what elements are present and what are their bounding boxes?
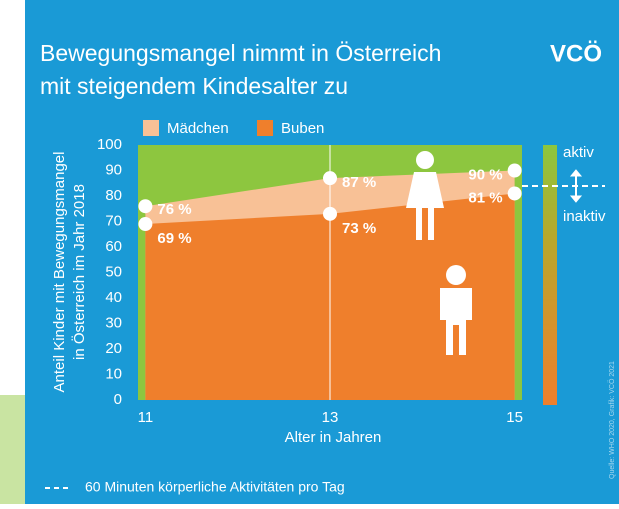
legend-label: Mädchen — [167, 120, 229, 137]
x-tick-label: 15 — [506, 409, 523, 426]
legend-label: Buben — [281, 120, 324, 137]
title: Bewegungsmangel nimmt in Österreich — [40, 40, 441, 66]
y-tick-label: 10 — [105, 365, 122, 382]
data-point — [507, 163, 522, 178]
legend-swatch — [257, 120, 273, 136]
y-tick-label: 30 — [105, 314, 122, 331]
y-axis-label: in Österreich im Jahr 2018 — [70, 184, 88, 360]
data-label: 81 % — [468, 189, 502, 206]
y-tick-label: 70 — [105, 212, 122, 229]
data-point — [138, 199, 153, 214]
scale-label: aktiv — [563, 144, 594, 161]
y-tick-label: 40 — [105, 289, 122, 306]
scale-label: inaktiv — [563, 208, 606, 225]
x-tick-label: 13 — [322, 409, 339, 426]
girl-icon — [416, 151, 434, 169]
source: Quelle: WHO 2020, Grafik: VCÖ 2021 — [608, 361, 616, 479]
legend-swatch — [143, 120, 159, 136]
girl-icon — [406, 172, 444, 240]
y-tick-label: 80 — [105, 187, 122, 204]
y-tick-label: 60 — [105, 238, 122, 255]
data-point — [507, 186, 522, 201]
data-label: 87 % — [342, 174, 376, 191]
note: 60 Minuten körperliche Aktivitäten pro T… — [85, 479, 345, 495]
data-label: 69 % — [157, 230, 191, 247]
y-tick-label: 50 — [105, 263, 122, 280]
x-tick-label: 11 — [138, 409, 154, 426]
y-axis-label: Anteil Kinder mit Bewegungsmangel — [51, 152, 68, 393]
y-tick-label: 20 — [105, 340, 122, 357]
data-label: 76 % — [157, 201, 191, 218]
data-point — [138, 217, 153, 232]
boy-icon — [446, 265, 466, 285]
data-label: 90 % — [468, 166, 502, 183]
title: mit steigendem Kindesalter zu — [40, 73, 348, 99]
data-label: 73 % — [342, 220, 376, 237]
data-point — [323, 206, 337, 221]
y-tick-label: 90 — [105, 161, 122, 178]
y-tick-label: 0 — [114, 391, 122, 408]
y-tick-label: 100 — [97, 136, 122, 153]
logo: VCÖ — [550, 40, 602, 67]
data-point — [323, 171, 337, 186]
boy-icon — [440, 288, 472, 355]
scale-bar — [543, 145, 557, 405]
x-axis-label: Alter in Jahren — [285, 429, 382, 446]
